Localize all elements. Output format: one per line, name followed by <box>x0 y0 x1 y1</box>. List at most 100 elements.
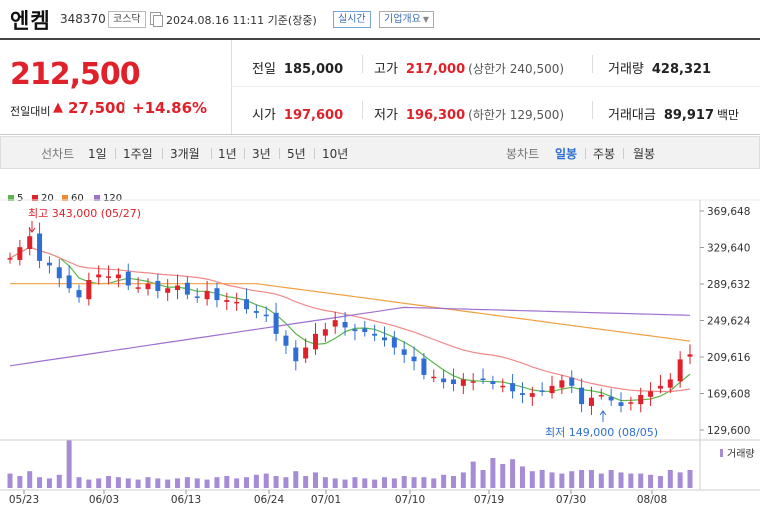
candle-body <box>559 380 565 388</box>
price-summary: 212,500 전일대비 ▲ 27,500 +14.86% 전일 185,000 … <box>0 38 760 135</box>
chevron-down-icon: ▼ <box>422 15 429 24</box>
divider <box>362 101 363 119</box>
stock-header: 엔켐 348370 코스닥 2024.08.16 11:11 기준(장중) 실시… <box>0 0 760 38</box>
candle-body <box>46 262 52 266</box>
line-chart-label: 선차트 <box>41 147 75 161</box>
volume-bar <box>7 473 13 488</box>
y-tick-label: 369,648 <box>707 206 750 218</box>
candle-monthly[interactable]: 월봉 <box>633 147 656 161</box>
company-overview-button[interactable]: 기업개요 ▼ <box>379 11 434 28</box>
candle-body <box>27 236 33 249</box>
period-1w[interactable]: 1주일 <box>123 147 153 161</box>
trade-amount-unit: 백만 <box>717 108 740 122</box>
ma5-line <box>9 246 691 402</box>
candle-body <box>165 288 171 293</box>
period-3y[interactable]: 3년 <box>252 147 271 161</box>
trade-amount-value: 89,917 <box>663 108 715 123</box>
y-tick-label: 289,632 <box>707 279 750 291</box>
volume-bar <box>155 478 161 488</box>
trade-amount-label: 거래대금 <box>608 108 656 123</box>
volume-bar <box>687 470 693 488</box>
candle-body <box>125 271 131 286</box>
volume-bar <box>352 477 358 488</box>
candle-body <box>549 385 555 394</box>
timestamp: 2024.08.16 11:11 기준(장중) <box>166 14 317 27</box>
candle-body <box>441 378 447 383</box>
volume-bar <box>411 477 417 488</box>
ma20-line <box>9 246 691 393</box>
candle-body <box>460 379 466 386</box>
candle-body <box>352 329 358 332</box>
x-tick-label: 06/03 <box>89 494 119 506</box>
realtime-button[interactable]: 실시간 <box>333 11 371 28</box>
y-tick-label: 209,616 <box>707 352 751 364</box>
low-annotation: 최저 149,000 (08/05) <box>545 410 658 439</box>
chart-period-bar: 선차트 1일 1주일 3개월 1년 3년 5년 10년 봉차트 일봉 주봉 월봉 <box>0 136 760 169</box>
candle-body <box>391 337 397 348</box>
divider <box>211 148 212 159</box>
low-price: 저가 196,300 (하한가 129,500) <box>374 104 564 123</box>
candle-body <box>194 296 200 298</box>
volume-bar <box>598 473 604 488</box>
legend-ma120: 120 <box>94 193 122 204</box>
candle-body <box>519 393 525 395</box>
change-divider <box>124 100 125 114</box>
candle-body <box>569 377 575 386</box>
period-1y[interactable]: 1년 <box>218 147 237 161</box>
candle-body <box>244 299 250 310</box>
period-10y[interactable]: 10년 <box>322 147 349 161</box>
volume-bar <box>224 476 230 488</box>
volume-bar <box>194 478 200 488</box>
volume-bar <box>66 440 72 488</box>
volume-bars <box>7 440 693 488</box>
candle-body <box>322 329 328 336</box>
volume-legend-label: 거래량 <box>727 448 755 460</box>
legend-ma60-label: 60 <box>71 193 84 204</box>
candle-body <box>421 358 427 375</box>
candle-body <box>224 300 230 302</box>
volume-bar <box>480 470 486 488</box>
volume-bar <box>175 478 181 488</box>
legend-ma5-label: 5 <box>17 193 24 204</box>
low-label: 저가 <box>374 108 398 123</box>
ma60-line <box>10 283 691 342</box>
legend-ma20-label: 20 <box>41 193 54 204</box>
candle-body <box>648 391 654 397</box>
candle-body <box>283 335 289 346</box>
volume-bar <box>283 477 289 488</box>
change-percent: +14.86% <box>132 99 208 117</box>
x-tick-label: 05/23 <box>9 494 39 506</box>
volume-bar <box>510 459 516 488</box>
divider <box>244 148 245 159</box>
candlestick-chart[interactable]: 369,648 329,640 289,632 249,624 209,616 169,6… <box>0 170 760 510</box>
candle-daily[interactable]: 일봉 <box>555 147 578 161</box>
legend-ma20-swatch <box>32 195 38 201</box>
market-badge: 코스닥 <box>108 11 146 28</box>
candle-body <box>115 274 121 279</box>
volume-bar <box>500 464 506 488</box>
low-value: 196,300 <box>405 108 466 123</box>
x-tick-label: 07/10 <box>395 494 425 506</box>
volume-bar <box>106 476 112 488</box>
candle-body <box>253 311 259 313</box>
candle-body <box>56 267 62 279</box>
volume-bar <box>17 476 23 488</box>
legend-ma5: 5 <box>8 193 23 204</box>
volume-bar <box>46 478 52 488</box>
volume-bar <box>214 477 220 488</box>
volume-label: 거래량 <box>608 62 644 77</box>
volume-bar <box>322 477 328 488</box>
period-3m[interactable]: 3개월 <box>170 147 200 161</box>
period-5y[interactable]: 5년 <box>287 147 306 161</box>
high-label: 고가 <box>374 62 398 77</box>
candle-weekly[interactable]: 주봉 <box>593 147 616 161</box>
volume-bar <box>441 474 447 488</box>
period-1d[interactable]: 1일 <box>88 147 107 161</box>
volume-bar <box>677 472 683 488</box>
volume-bar <box>657 476 663 488</box>
open-label: 시가 <box>252 108 276 123</box>
candle-body <box>687 354 693 357</box>
candle-body <box>401 349 407 355</box>
copy-icon[interactable] <box>150 12 163 27</box>
candle-body <box>490 381 496 385</box>
